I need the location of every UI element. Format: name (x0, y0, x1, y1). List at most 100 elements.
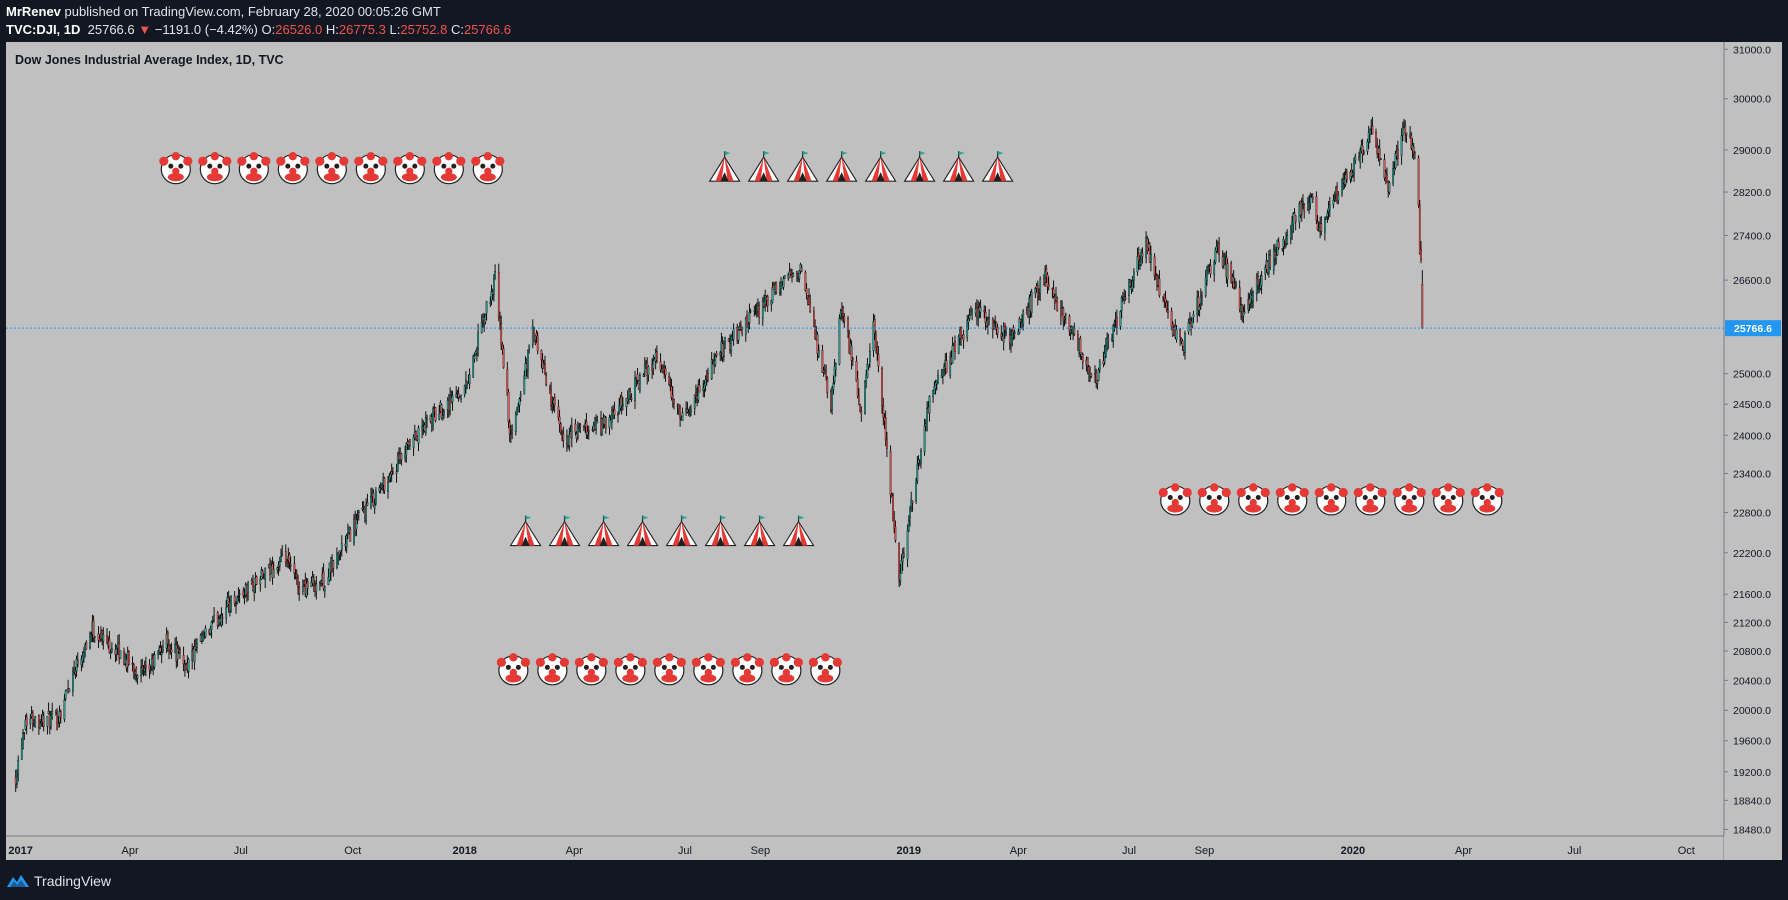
clown-eye (710, 664, 716, 670)
candle-body (176, 647, 179, 660)
tradingview-logo-icon[interactable] (6, 872, 30, 890)
candle-body (89, 633, 91, 649)
clown-hair (1455, 487, 1465, 498)
candle-body (236, 596, 239, 604)
author-name[interactable]: MrRenev (6, 4, 61, 19)
clown-mouth (1245, 504, 1262, 513)
clown-hair (637, 657, 647, 667)
candle-body (1140, 251, 1143, 267)
symbol-label[interactable]: TVC:DJI, 1D (6, 22, 81, 37)
clown-hair (613, 657, 623, 667)
candle-body (1341, 180, 1343, 194)
tent-door (638, 536, 647, 546)
clown-hair (676, 657, 686, 667)
clown-eye (324, 163, 330, 169)
candle-body (485, 301, 488, 314)
candle-body (1269, 255, 1272, 268)
tent-flag (958, 151, 965, 156)
candle-body (704, 379, 707, 386)
clown-eye (1440, 494, 1446, 500)
candle-body (1224, 255, 1226, 257)
clown-face-icon (393, 151, 427, 185)
candle-body (761, 301, 764, 319)
candle-body (490, 291, 493, 301)
candle-body (1095, 371, 1098, 384)
candle-body (831, 387, 833, 410)
clown-eye (1255, 494, 1261, 500)
tent-door (993, 172, 1002, 182)
clown-hair (496, 657, 506, 667)
candle-body (843, 316, 846, 322)
sticker-group-circus-tent-icon[interactable] (708, 151, 1014, 182)
candle-body (643, 365, 646, 373)
candle-body (724, 336, 726, 343)
candle-body (284, 551, 287, 564)
candle-body (1192, 314, 1195, 318)
candle-body (860, 410, 863, 414)
sticker-group-clown-face-icon[interactable] (159, 151, 505, 185)
tent-flag (880, 151, 887, 156)
tent-door (798, 172, 807, 182)
candle-body (540, 350, 543, 360)
last-price-line: 25766.6 (6, 320, 1781, 337)
clown-mouth (1167, 504, 1184, 513)
candle-body (977, 307, 980, 319)
time-tick-label: Sep (751, 845, 771, 857)
candle-body (383, 478, 386, 491)
candle-body (484, 314, 487, 323)
sticker-group-circus-tent-icon[interactable] (509, 515, 815, 547)
candle-body (400, 453, 403, 460)
time-axis[interactable] (6, 836, 1724, 860)
clown-hair (1392, 487, 1402, 498)
candle-body (20, 745, 23, 760)
candle-body (293, 563, 296, 574)
candle-body (1238, 287, 1241, 310)
price-tick-label: 27400.0 (1733, 230, 1771, 242)
candle-body (1036, 285, 1039, 298)
candle-body (278, 561, 281, 567)
candle-body (937, 375, 939, 383)
candle-body (337, 552, 340, 557)
candle-body (1046, 274, 1049, 287)
candle-body (816, 334, 819, 354)
sticker-group-clown-face-icon[interactable] (496, 653, 842, 686)
clown-nose (172, 167, 180, 175)
price-axis[interactable] (1724, 42, 1782, 836)
candle-body (280, 555, 282, 562)
tent-door (677, 536, 686, 546)
clown-mouth (323, 172, 340, 182)
candle-body (50, 715, 52, 727)
candle-body (562, 433, 565, 441)
clown-hair (1494, 487, 1504, 498)
candle-body (864, 381, 866, 414)
clown-face-icon (432, 151, 466, 185)
candle-body (1383, 159, 1386, 179)
sticker-group-clown-face-icon[interactable] (1158, 483, 1504, 516)
circus-tent-icon (864, 151, 897, 182)
candle-body (187, 658, 190, 672)
candle-body (499, 318, 501, 322)
candle-body (493, 278, 495, 295)
price-tick-label: 21200.0 (1733, 617, 1771, 629)
candle-body (613, 409, 616, 416)
candle-body (472, 355, 475, 378)
tent-stripe (672, 521, 682, 546)
clown-eye (505, 664, 511, 670)
emoji-stickers[interactable] (159, 151, 1504, 686)
price-tick-label: 18840.0 (1733, 795, 1771, 807)
clown-hair (315, 156, 325, 166)
candle-body (923, 425, 926, 453)
candle-body (357, 510, 360, 513)
published-text: published on TradingView.com, February 2… (60, 4, 441, 19)
candle-body (22, 733, 24, 749)
clown-eye (749, 664, 755, 670)
clown-hair (471, 156, 481, 166)
candle-body (157, 650, 159, 655)
candle-body (1052, 288, 1055, 297)
clown-face-icon (691, 653, 725, 686)
price-tick-label: 20000.0 (1733, 705, 1771, 717)
clown-mouth (284, 172, 301, 182)
tradingview-brand[interactable]: TradingView (34, 873, 112, 889)
clown-eye (788, 664, 794, 670)
clown-hair (691, 657, 701, 667)
